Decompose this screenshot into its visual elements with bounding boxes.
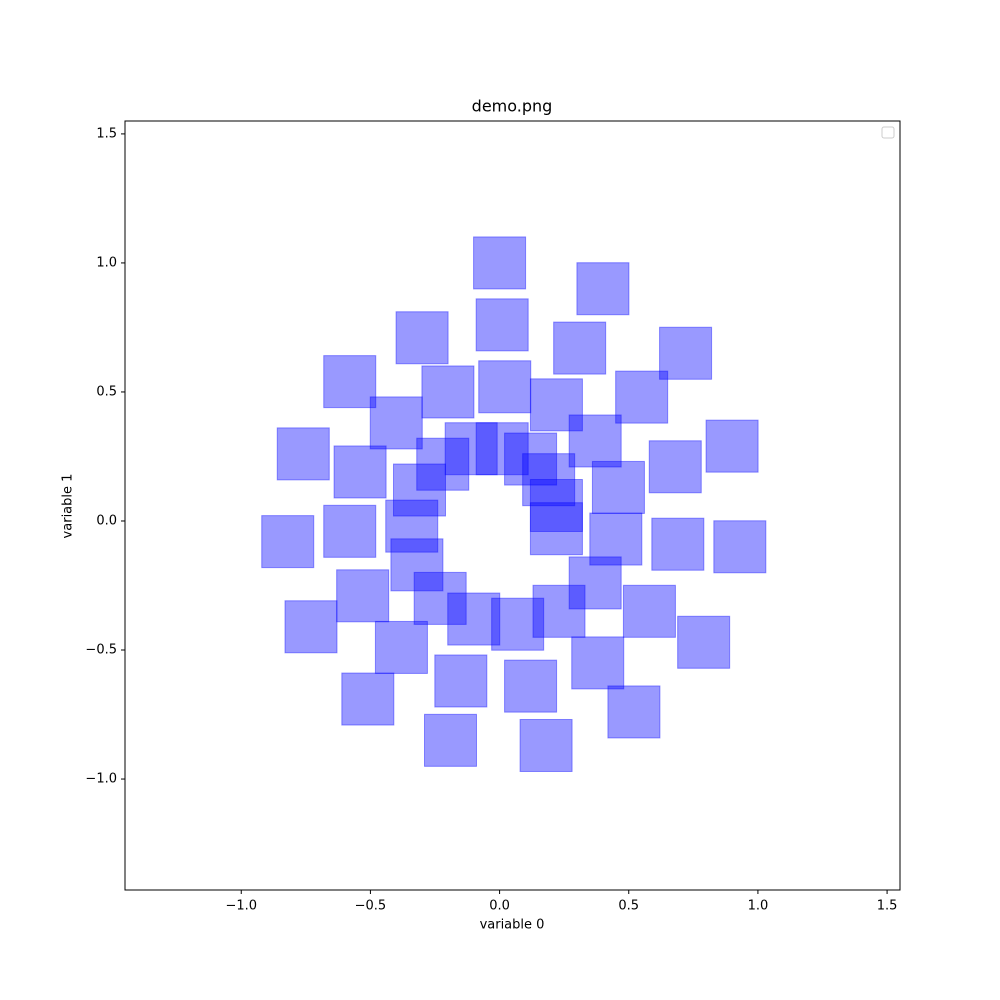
legend [881,126,895,139]
y-axis-label: variable 1 [61,474,76,539]
point [529,479,583,532]
point [591,460,645,514]
point [522,453,576,507]
y-tick-label: 1.0 [96,255,117,270]
x-tick-label: 0.0 [489,899,510,914]
point [421,365,475,419]
x-tick-label: −0.5 [355,899,387,914]
point [475,422,529,476]
x-tick-label: 0.5 [618,899,639,914]
point [444,422,498,476]
point [491,597,545,651]
point [475,298,529,352]
y-tick-label: −1.0 [85,772,117,787]
point [705,419,759,473]
point [622,584,676,638]
point [651,517,705,571]
point [568,414,622,468]
point [473,236,527,290]
point [504,432,558,486]
point [529,378,583,432]
point [571,636,625,690]
point [553,321,607,375]
point [374,620,428,674]
point [478,360,532,414]
point [413,571,467,625]
point [333,445,387,499]
point [529,502,583,556]
point [659,326,713,380]
point [568,556,622,610]
point [424,713,477,767]
point [323,355,377,409]
point [276,427,330,481]
point [341,672,395,726]
point [532,584,586,638]
point [369,396,423,450]
point [648,440,702,494]
y-tick-label: 1.5 [96,126,117,141]
x-axis-label: variable 0 [480,918,545,933]
axes-frame [124,120,901,891]
point [393,463,446,517]
point [607,685,661,739]
point [336,569,390,623]
point [385,499,439,553]
y-tick-label: 0.5 [96,384,117,399]
point [576,262,630,316]
plot-area [261,236,767,772]
point [261,515,315,569]
point [323,504,377,558]
point [416,437,470,491]
point [434,654,488,708]
x-tick-label: 1.5 [877,899,898,914]
chart-title: demo.png [472,97,553,116]
point [589,512,643,566]
point [713,520,767,574]
point [504,659,558,713]
point [395,311,449,365]
point [615,370,669,424]
point [677,615,731,669]
x-tick-label: 1.0 [748,899,769,914]
x-tick-label: −1.0 [225,899,257,914]
y-tick-label: 0.0 [96,513,117,528]
point [390,538,444,592]
point [519,718,573,772]
point [447,592,501,646]
y-tick-label: −0.5 [85,643,117,658]
point [284,600,338,654]
